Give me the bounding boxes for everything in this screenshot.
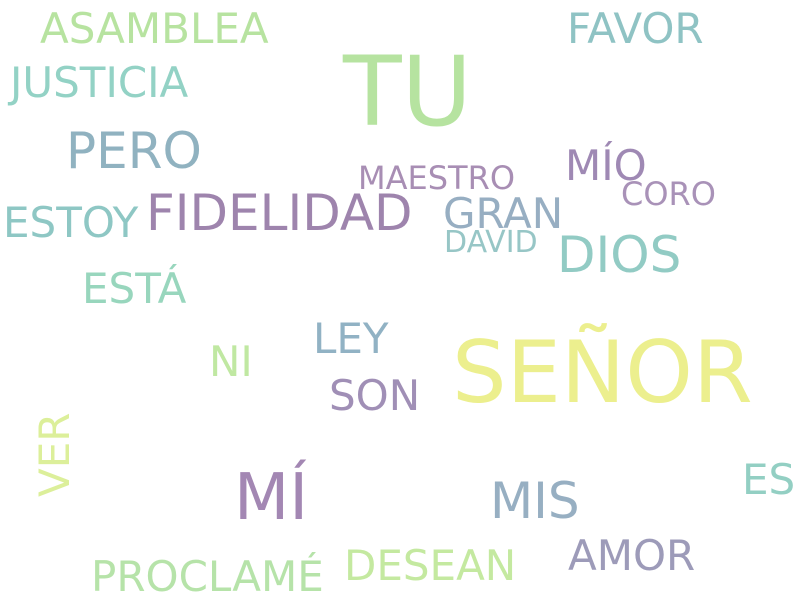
- word-favor: FAVOR: [567, 4, 704, 53]
- word-mio: MÍO: [565, 141, 647, 190]
- word-gran: GRAN: [443, 189, 564, 238]
- word-david: DAVID: [444, 225, 538, 260]
- word-mi: MÍ: [234, 461, 309, 535]
- word-son: SON: [329, 371, 421, 420]
- word-fidelidad: FIDELIDAD: [146, 184, 413, 242]
- word-ley: LEY: [313, 314, 389, 363]
- word-tu: TU: [343, 36, 472, 148]
- word-mis: MIS: [490, 472, 580, 530]
- word-asamblea: ASAMBLEA: [40, 4, 269, 53]
- word-coro: CORO: [621, 175, 716, 213]
- word-maestro: MAESTRO: [358, 159, 515, 197]
- word-desean: DESEAN: [344, 541, 517, 590]
- word-justicia: JUSTICIA: [10, 58, 189, 107]
- word-senor: SEÑOR: [452, 323, 753, 423]
- word-ver: VER: [30, 412, 79, 497]
- word-estoy: ESTOY: [3, 198, 139, 247]
- word-ni: NI: [209, 337, 253, 386]
- word-esta: ESTÁ: [82, 264, 187, 313]
- word-proclame: PROCLAMÉ: [91, 552, 324, 600]
- word-pero: PERO: [66, 122, 202, 180]
- word-amor: AMOR: [568, 531, 696, 580]
- word-dios: DIOS: [557, 226, 682, 284]
- word-es: ES: [742, 455, 796, 504]
